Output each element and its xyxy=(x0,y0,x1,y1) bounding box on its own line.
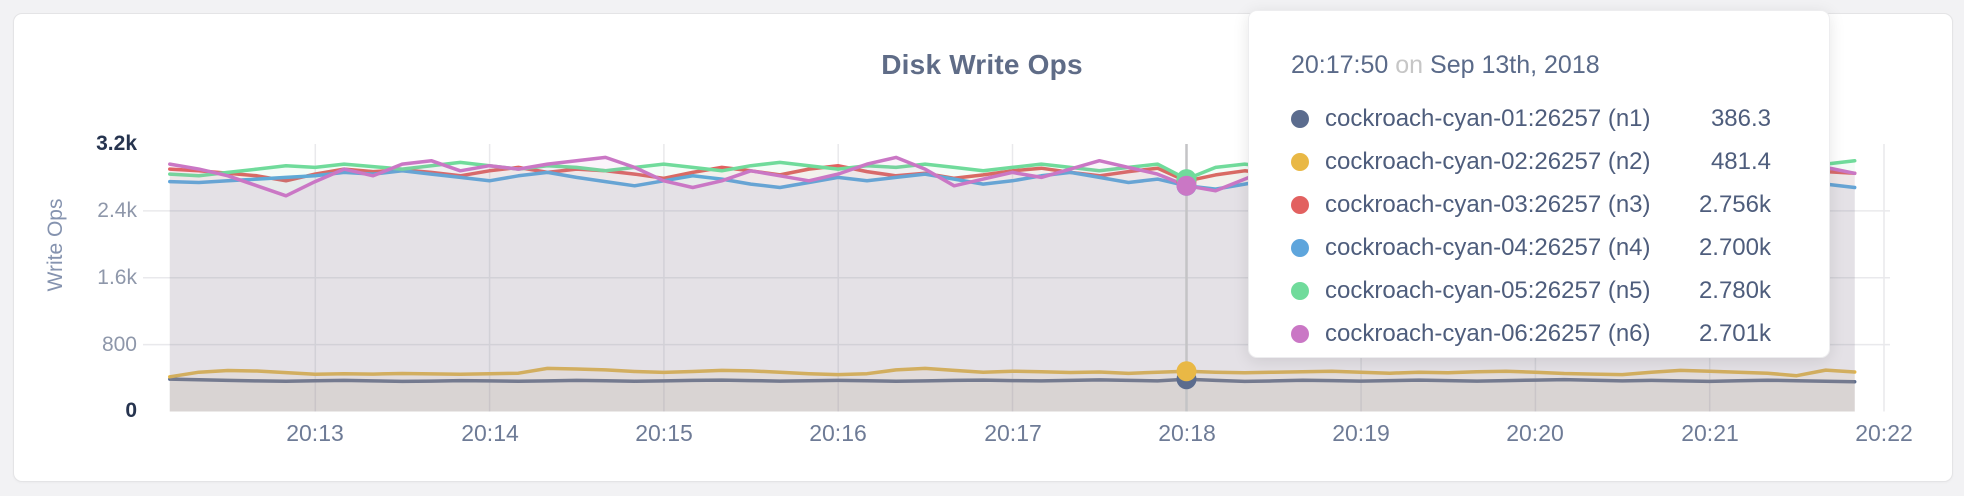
series-name: cockroach-cyan-04:26257 (n4) xyxy=(1325,233,1651,261)
series-name: cockroach-cyan-02:26257 (n2) xyxy=(1325,147,1651,175)
series-value: 2.780k xyxy=(1698,276,1771,304)
tooltip-time: 20:17:50 xyxy=(1291,51,1389,79)
series-name: cockroach-cyan-03:26257 (n3) xyxy=(1325,190,1651,218)
x-axis-tick: 20:16 xyxy=(809,420,867,446)
series-line-2 xyxy=(168,366,1857,379)
tooltip-series-row: cockroach-cyan-03:26257 (n3) 2.756k xyxy=(1291,183,1771,226)
tooltip-header: 20:17:50 on Sep 13th, 2018 xyxy=(1291,51,1771,79)
y-axis-tick: 0 xyxy=(125,399,137,422)
series-color-dot xyxy=(1291,281,1309,300)
tooltip-on: on xyxy=(1395,51,1424,79)
series-value: 481.4 xyxy=(1710,147,1771,175)
series-area-1 xyxy=(169,379,1855,412)
series-area-2 xyxy=(169,368,1855,412)
series-line-1 xyxy=(168,377,1857,384)
tooltip-series-row: cockroach-cyan-04:26257 (n4) 2.700k xyxy=(1291,226,1771,269)
series-value: 386.3 xyxy=(1710,104,1771,132)
hover-tooltip: 20:17:50 on Sep 13th, 2018 cockroach-cya… xyxy=(1248,10,1830,358)
hover-point-2[interactable] xyxy=(1176,361,1197,382)
series-color-dot xyxy=(1291,109,1309,128)
tooltip-series-row: cockroach-cyan-05:26257 (n5) 2.780k xyxy=(1291,269,1771,312)
x-axis-tick: 20:18 xyxy=(1158,420,1216,446)
x-axis-tick: 20:13 xyxy=(286,420,344,446)
series-name: cockroach-cyan-05:26257 (n5) xyxy=(1325,276,1651,304)
x-axis-tick: 20:14 xyxy=(461,420,519,446)
x-axis-tick: 20:17 xyxy=(984,420,1042,446)
series-color-dot xyxy=(1291,152,1309,171)
series-name: cockroach-cyan-01:26257 (n1) xyxy=(1325,104,1651,132)
series-color-dot xyxy=(1291,324,1309,343)
x-axis-tick: 20:21 xyxy=(1681,420,1739,446)
series-color-dot xyxy=(1291,238,1309,257)
chart-title: Disk Write Ops xyxy=(881,49,1083,80)
series-name: cockroach-cyan-06:26257 (n6) xyxy=(1325,319,1651,347)
tooltip-series-row: cockroach-cyan-06:26257 (n6) 2.701k xyxy=(1291,312,1771,355)
y-axis-tick: 2.4k xyxy=(97,199,137,222)
y-axis-tick: 800 xyxy=(101,333,137,356)
series-color-dot xyxy=(1291,195,1309,214)
x-axis-tick: 20:22 xyxy=(1855,420,1913,446)
tooltip-series-row: cockroach-cyan-02:26257 (n2) 481.4 xyxy=(1291,140,1771,183)
tooltip-date: Sep 13th, 2018 xyxy=(1430,51,1600,79)
hover-point-6[interactable] xyxy=(1176,175,1197,196)
tooltip-series-row: cockroach-cyan-01:26257 (n1) 386.3 xyxy=(1291,97,1771,140)
y-axis-tick: 1.6k xyxy=(97,266,137,289)
series-value: 2.701k xyxy=(1698,319,1771,347)
series-value: 2.756k xyxy=(1698,190,1771,218)
x-axis-tick: 20:19 xyxy=(1332,420,1390,446)
y-axis-tick: 3.2k xyxy=(96,132,137,155)
x-axis-tick: 20:15 xyxy=(635,420,693,446)
series-value: 2.700k xyxy=(1698,233,1771,261)
x-axis-tick: 20:20 xyxy=(1506,420,1564,446)
tooltip-rows: cockroach-cyan-01:26257 (n1) 386.3 cockr… xyxy=(1291,97,1771,355)
